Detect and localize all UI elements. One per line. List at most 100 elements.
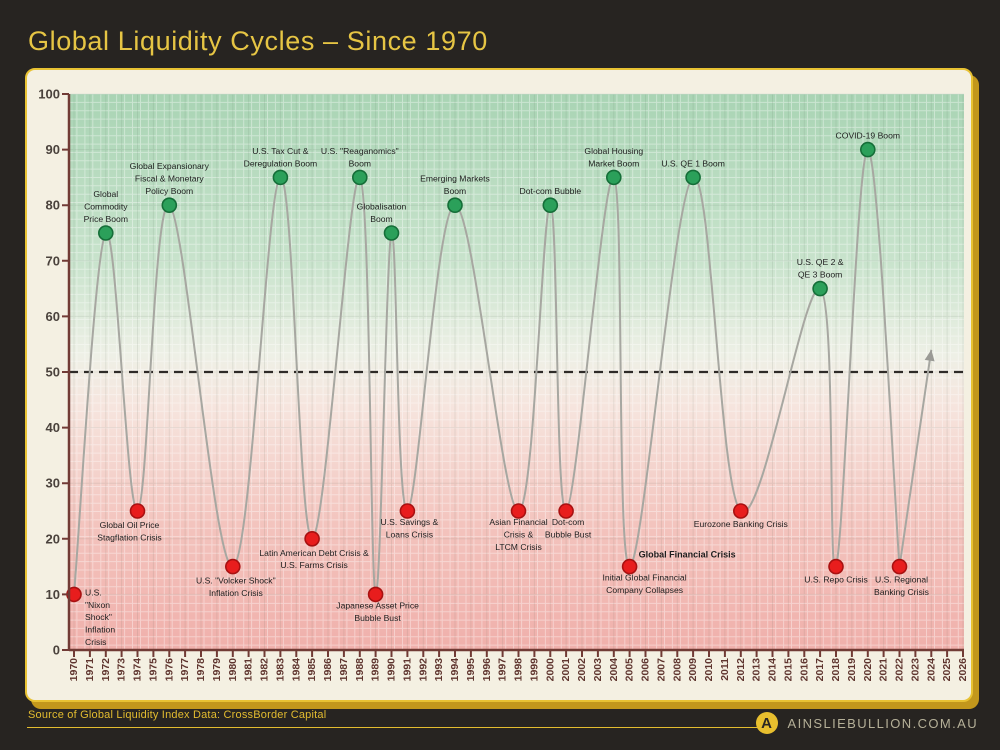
svg-text:1976: 1976 <box>163 658 175 682</box>
svg-text:2001: 2001 <box>560 658 572 682</box>
svg-text:COVID-19 Boom: COVID-19 Boom <box>836 131 900 141</box>
svg-text:Bubble Bust: Bubble Bust <box>354 613 401 623</box>
svg-text:1985: 1985 <box>306 658 318 682</box>
svg-text:U.S. Farms Crisis: U.S. Farms Crisis <box>280 560 347 570</box>
svg-text:1972: 1972 <box>100 658 112 682</box>
svg-text:Global Expansionary: Global Expansionary <box>130 161 210 171</box>
svg-text:30: 30 <box>46 476 60 491</box>
svg-text:Bubble Bust: Bubble Bust <box>545 529 592 539</box>
svg-text:1974: 1974 <box>132 658 144 682</box>
svg-text:100: 100 <box>38 87 60 102</box>
brand-footer: A AINSLIEBULLION.COM.AU <box>755 712 979 734</box>
svg-text:Fiscal & Monetary: Fiscal & Monetary <box>135 174 204 184</box>
svg-text:2003: 2003 <box>592 658 604 682</box>
chart-card: U.S. "Nixon Shock" Inflation Crisis Global Com… <box>25 68 973 702</box>
svg-text:Eurozone Banking Crisis: Eurozone Banking Crisis <box>694 519 788 529</box>
svg-text:2013: 2013 <box>751 658 763 682</box>
svg-text:Boom: Boom <box>349 158 371 168</box>
svg-text:1998: 1998 <box>513 658 525 682</box>
svg-text:Globalisation: Globalisation <box>357 202 407 212</box>
svg-text:U.S.: U.S. <box>85 587 102 597</box>
svg-text:Emerging Markets: Emerging Markets <box>420 174 490 184</box>
svg-text:Company Collapses: Company Collapses <box>606 585 683 595</box>
svg-text:2018: 2018 <box>830 658 842 682</box>
svg-text:80: 80 <box>46 198 60 213</box>
svg-text:Inflation: Inflation <box>85 625 115 635</box>
svg-text:1978: 1978 <box>195 658 207 682</box>
svg-text:Global Housing: Global Housing <box>584 146 643 156</box>
svg-text:Shock": Shock" <box>85 612 112 622</box>
svg-text:90: 90 <box>46 142 60 157</box>
svg-text:U.S. "Volcker Shock": U.S. "Volcker Shock" <box>196 576 276 586</box>
svg-text:Deregulation Boom: Deregulation Boom <box>244 158 318 168</box>
svg-text:2023: 2023 <box>909 658 921 682</box>
ainslie-logo-icon: A <box>755 712 778 734</box>
svg-text:1990: 1990 <box>386 658 398 682</box>
svg-text:1997: 1997 <box>497 658 509 682</box>
svg-text:2020: 2020 <box>862 658 874 682</box>
svg-text:2009: 2009 <box>687 658 699 682</box>
svg-text:Inflation Crisis: Inflation Crisis <box>209 588 263 598</box>
svg-text:"Nixon: "Nixon <box>85 600 110 610</box>
svg-text:Banking Crisis: Banking Crisis <box>874 587 929 597</box>
svg-text:Commodity: Commodity <box>84 201 128 211</box>
svg-text:1987: 1987 <box>338 658 350 682</box>
svg-text:2025: 2025 <box>941 658 953 682</box>
svg-text:LTCM Crisis: LTCM Crisis <box>495 542 542 552</box>
svg-text:20: 20 <box>46 531 60 546</box>
svg-text:2007: 2007 <box>655 658 667 682</box>
svg-text:U.S. QE 1 Boom: U.S. QE 1 Boom <box>661 158 725 168</box>
svg-text:Asian Financial: Asian Financial <box>489 517 547 527</box>
svg-text:1977: 1977 <box>179 658 191 682</box>
svg-text:2019: 2019 <box>846 658 858 682</box>
svg-text:U.S. Repo Crisis: U.S. Repo Crisis <box>804 575 868 585</box>
svg-text:2004: 2004 <box>608 658 620 682</box>
svg-text:1979: 1979 <box>211 658 223 682</box>
svg-text:1992: 1992 <box>417 658 429 682</box>
svg-text:Dot-com Bubble: Dot-com Bubble <box>519 186 581 196</box>
svg-text:40: 40 <box>46 420 60 435</box>
svg-text:Japanese Asset Price: Japanese Asset Price <box>336 600 419 610</box>
svg-text:1980: 1980 <box>227 658 239 682</box>
svg-text:1989: 1989 <box>370 658 382 682</box>
svg-text:2010: 2010 <box>703 658 715 682</box>
svg-text:Crisis: Crisis <box>85 637 106 647</box>
page-title: Global Liquidity Cycles – Since 1970 <box>28 26 488 56</box>
svg-text:Latin American Debt Crisis &: Latin American Debt Crisis & <box>259 548 369 558</box>
svg-text:1988: 1988 <box>354 658 366 682</box>
svg-text:Dot-com: Dot-com <box>552 517 584 527</box>
svg-text:10: 10 <box>46 587 60 602</box>
svg-text:2021: 2021 <box>878 658 890 682</box>
svg-text:2015: 2015 <box>782 658 794 682</box>
svg-text:U.S. QE 2 &: U.S. QE 2 & <box>797 257 844 267</box>
svg-text:2008: 2008 <box>671 658 683 682</box>
svg-text:1982: 1982 <box>259 658 271 682</box>
svg-text:2002: 2002 <box>576 658 588 682</box>
svg-text:1983: 1983 <box>274 658 286 682</box>
svg-text:Global: Global <box>93 189 118 199</box>
svg-text:2026: 2026 <box>957 658 967 682</box>
svg-text:QE 3 Boom: QE 3 Boom <box>798 270 842 280</box>
svg-text:Loans Crisis: Loans Crisis <box>386 529 433 539</box>
svg-text:Crisis &: Crisis & <box>504 529 534 539</box>
svg-text:1971: 1971 <box>84 658 96 682</box>
svg-text:1975: 1975 <box>147 658 159 682</box>
liquidity-chart-svg: U.S. "Nixon Shock" Inflation Crisis Global Com… <box>38 87 967 682</box>
svg-text:1993: 1993 <box>433 658 445 682</box>
svg-text:2005: 2005 <box>624 658 636 682</box>
brand-domain: AINSLIEBULLION.COM.AU <box>787 715 978 731</box>
svg-text:Boom: Boom <box>444 186 466 196</box>
svg-text:Policy Boom: Policy Boom <box>145 186 193 196</box>
svg-text:U.S. "Reaganomics": U.S. "Reaganomics" <box>321 146 399 156</box>
svg-text:1996: 1996 <box>481 658 493 682</box>
svg-text:U.S. Regional: U.S. Regional <box>875 575 928 585</box>
svg-text:0: 0 <box>53 643 60 658</box>
svg-text:Global Financial Crisis: Global Financial Crisis <box>639 550 736 560</box>
svg-text:60: 60 <box>46 309 60 324</box>
source-underline-rule <box>27 727 775 728</box>
svg-text:1991: 1991 <box>401 658 413 682</box>
svg-text:1995: 1995 <box>465 658 477 682</box>
svg-text:50: 50 <box>46 365 60 380</box>
svg-text:2017: 2017 <box>814 658 826 682</box>
